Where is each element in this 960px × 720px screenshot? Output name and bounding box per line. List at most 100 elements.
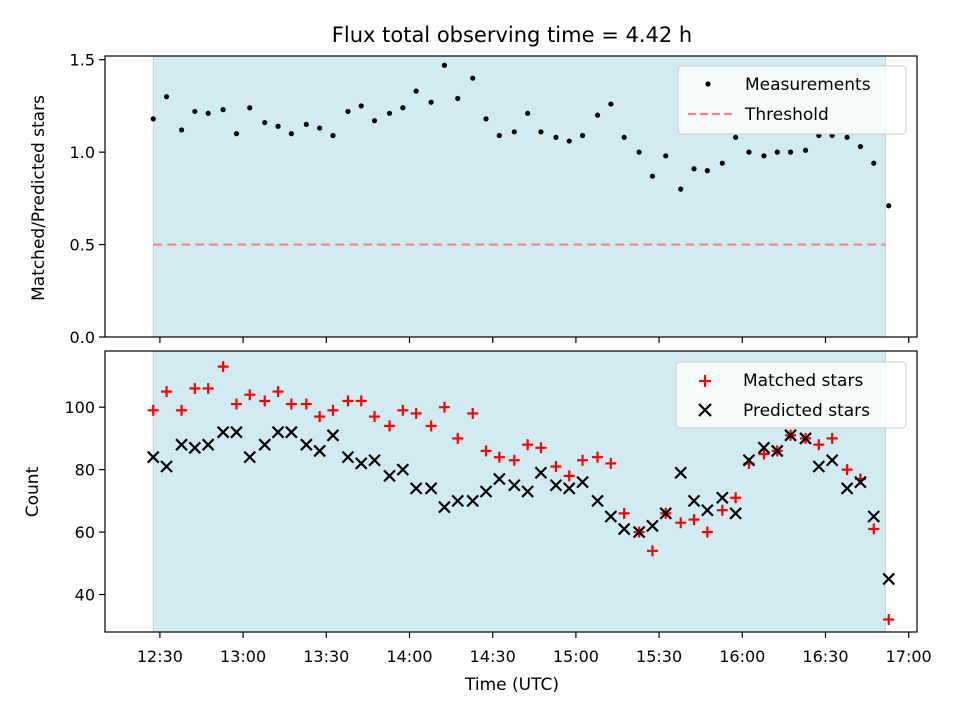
matched-point xyxy=(285,398,297,410)
measurement-point xyxy=(470,75,476,81)
matched-point xyxy=(592,451,604,463)
measurement-point xyxy=(247,105,253,111)
predicted-point xyxy=(285,425,298,439)
predicted-point xyxy=(617,522,631,536)
predicted-point xyxy=(812,460,826,473)
measurement-point xyxy=(844,134,850,140)
predicted-point xyxy=(258,438,272,451)
legend-predicted-marker xyxy=(698,403,712,417)
matched-point xyxy=(410,407,422,419)
predicted-point xyxy=(216,425,230,439)
bottom-axes-frame xyxy=(104,350,918,633)
measurement-point xyxy=(621,134,627,140)
measurement-point xyxy=(358,103,364,109)
x-tick-label: 13:30 xyxy=(303,647,349,666)
x-axis-label: Time (UTC) xyxy=(464,675,559,695)
predicted-point xyxy=(326,429,340,442)
predicted-point xyxy=(424,482,438,495)
matched-point xyxy=(535,442,547,454)
predicted-point xyxy=(146,450,160,464)
predicted-point xyxy=(409,482,423,495)
measurement-point xyxy=(496,132,502,139)
y-tick-label: 1.5 xyxy=(70,51,95,70)
predicted-point xyxy=(383,469,396,483)
matched-point xyxy=(813,439,825,451)
bottom-legend: Matched stars Predicted stars xyxy=(675,361,907,429)
y-tick-label: 0.0 xyxy=(70,328,95,347)
predicted-point xyxy=(646,519,659,533)
x-tick-label: 14:00 xyxy=(386,647,432,666)
predicted-point xyxy=(466,494,480,508)
measurement-point xyxy=(303,121,309,128)
predicted-point xyxy=(591,494,604,508)
measurement-point xyxy=(163,94,170,100)
predicted-point xyxy=(659,507,673,520)
matched-point xyxy=(522,439,534,451)
predicted-point xyxy=(757,441,771,455)
measurement-point xyxy=(288,131,294,137)
measurement-point xyxy=(525,110,531,116)
matched-point xyxy=(342,395,354,407)
measurement-point xyxy=(663,153,669,159)
predicted-point xyxy=(368,453,381,467)
measurement-point xyxy=(787,149,794,155)
predicted-point xyxy=(825,453,839,467)
top-legend-box xyxy=(677,65,907,135)
predicted-point xyxy=(674,466,687,480)
x-tick-label: 16:00 xyxy=(719,647,765,666)
legend-predicted-label: Predicted stars xyxy=(743,401,870,421)
predicted-point xyxy=(508,478,521,492)
top-y-ticks: 0.0 0.5 1.0 1.5 xyxy=(70,51,105,347)
matched-point xyxy=(618,507,630,519)
predicted-point xyxy=(313,444,326,458)
measurement-point xyxy=(691,166,697,172)
predicted-point xyxy=(243,450,257,464)
matched-point xyxy=(730,492,742,504)
bottom-x-ticks: 12:30 13:00 13:30 14:00 14:30 15:00 15:30 16:00… xyxy=(137,632,932,666)
measurement-point xyxy=(371,118,378,124)
y-tick-label: 100 xyxy=(64,398,95,417)
predicted-point xyxy=(175,438,188,451)
bottom-y-ticks: 40 60 80 100 xyxy=(64,398,105,605)
predicted-point xyxy=(160,460,173,473)
matched-point xyxy=(300,398,312,410)
matched-point xyxy=(176,404,188,416)
measurement-point xyxy=(511,129,517,135)
matched-point xyxy=(452,432,464,444)
predicted-point xyxy=(701,503,714,517)
matched-point xyxy=(189,382,201,394)
matched-point xyxy=(438,401,450,413)
matched-point xyxy=(425,420,437,432)
top-x-ticks xyxy=(159,337,910,343)
matched-point xyxy=(883,614,895,626)
measurement-point xyxy=(441,62,448,68)
top-y-axis-label: Matched/Predicted stars xyxy=(29,95,49,301)
x-tick-label: 17:00 xyxy=(886,647,932,666)
top-legend: Measurements Threshold xyxy=(677,65,907,135)
measurement-point xyxy=(205,110,211,116)
predicted-point xyxy=(341,450,355,464)
measurement-point xyxy=(345,108,351,115)
measurement-point xyxy=(233,131,240,137)
predicted-point xyxy=(451,494,465,508)
measurement-point xyxy=(428,99,434,105)
measurement-point xyxy=(150,116,156,122)
x-tick-label: 15:30 xyxy=(636,647,682,666)
predicted-point xyxy=(562,482,576,495)
predicted-point xyxy=(632,525,646,539)
predicted-point xyxy=(521,485,534,498)
measurement-point xyxy=(413,88,419,94)
measurement-point xyxy=(649,173,656,179)
measurement-point xyxy=(538,129,544,135)
matched-point xyxy=(758,448,770,460)
matched-point xyxy=(244,389,256,401)
measurement-point xyxy=(594,112,601,118)
predicted-point xyxy=(493,472,506,486)
matched-point xyxy=(384,420,396,432)
matched-point xyxy=(688,514,700,526)
predicted-point xyxy=(854,475,867,489)
predicted-point xyxy=(479,485,493,498)
matched-point xyxy=(826,432,838,444)
measurement-point xyxy=(636,149,642,155)
bottom-predicted-layer xyxy=(146,425,895,586)
